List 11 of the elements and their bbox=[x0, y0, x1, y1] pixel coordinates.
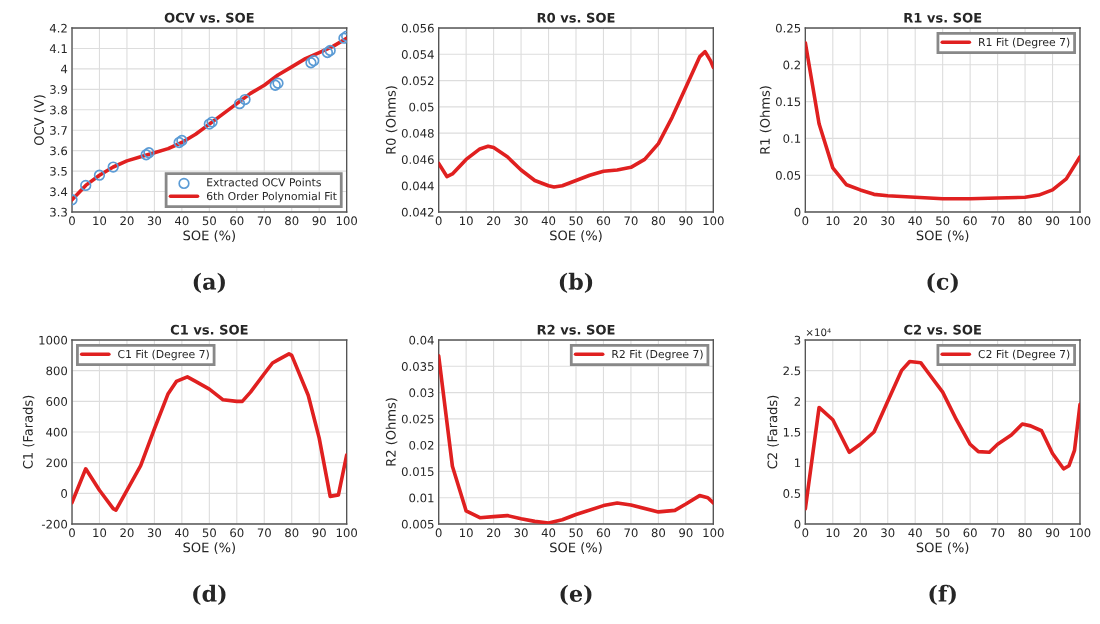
text: (c) bbox=[927, 272, 958, 294]
text: (f) bbox=[929, 584, 956, 606]
line-series bbox=[72, 351, 347, 513]
text: (d) bbox=[193, 584, 226, 606]
text: (e) bbox=[560, 584, 592, 606]
line-series bbox=[72, 36, 347, 202]
line-series bbox=[438, 49, 714, 189]
line-series bbox=[805, 359, 1080, 511]
text: (a) bbox=[193, 272, 225, 294]
text: (b) bbox=[559, 272, 593, 294]
line-series bbox=[805, 40, 1080, 201]
